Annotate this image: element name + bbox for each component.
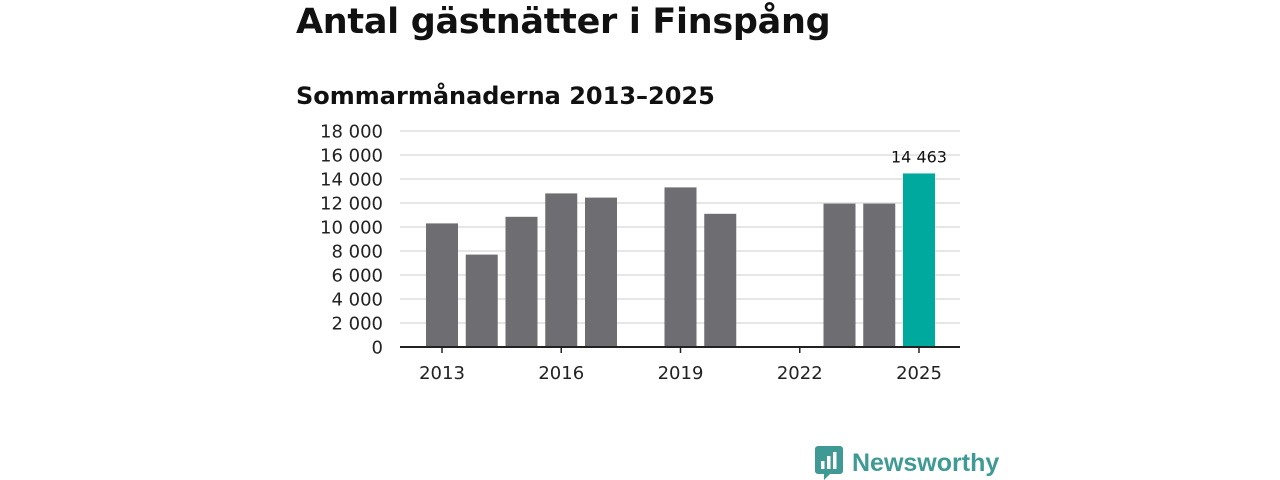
- chart-title: Antal gästnätter i Finspång: [296, 2, 831, 42]
- bar-2017: [585, 197, 617, 347]
- y-tick-label: 18 000: [320, 122, 383, 143]
- bar-2020: [704, 213, 737, 347]
- chart-subtitle: Sommarmånaderna 2013–2025: [296, 82, 715, 110]
- x-tick-label: 2019: [658, 363, 704, 384]
- y-tick-label: 12 000: [320, 194, 383, 215]
- bar-2025: [903, 173, 935, 347]
- y-tick-label: 8 000: [331, 242, 383, 263]
- axes: [400, 346, 960, 353]
- newsworthy-brand: Newsworthy: [815, 446, 999, 480]
- y-tick-label: 0: [372, 338, 383, 359]
- x-tick-label: 2022: [777, 363, 823, 384]
- labels: 0 2 000 4 000 6 000 8 000 10 000 12 000 14 000 1…: [320, 122, 947, 385]
- bar-2019: [664, 187, 697, 347]
- x-tick-label: 2013: [419, 363, 465, 384]
- y-tick-label: 14 000: [320, 170, 383, 191]
- bar-2023: [823, 203, 856, 347]
- newsworthy-logo-icon: [815, 446, 843, 480]
- bars: [426, 173, 935, 347]
- bar-2014: [465, 254, 498, 347]
- data-label-2025: 14 463: [891, 147, 947, 166]
- brand-name: Newsworthy: [852, 448, 1000, 477]
- x-tick-label: 2025: [896, 363, 942, 384]
- y-tick-label: 2 000: [331, 314, 383, 335]
- bar-2013: [426, 223, 458, 347]
- x-tick-label: 2016: [538, 363, 584, 384]
- bar-2015: [505, 216, 538, 347]
- y-tick-label: 4 000: [331, 290, 383, 311]
- y-tick-label: 10 000: [320, 218, 383, 239]
- y-tick-label: 6 000: [331, 266, 383, 287]
- bar-2024: [863, 203, 896, 347]
- y-tick-label: 16 000: [320, 146, 383, 167]
- bar-2016: [545, 193, 578, 347]
